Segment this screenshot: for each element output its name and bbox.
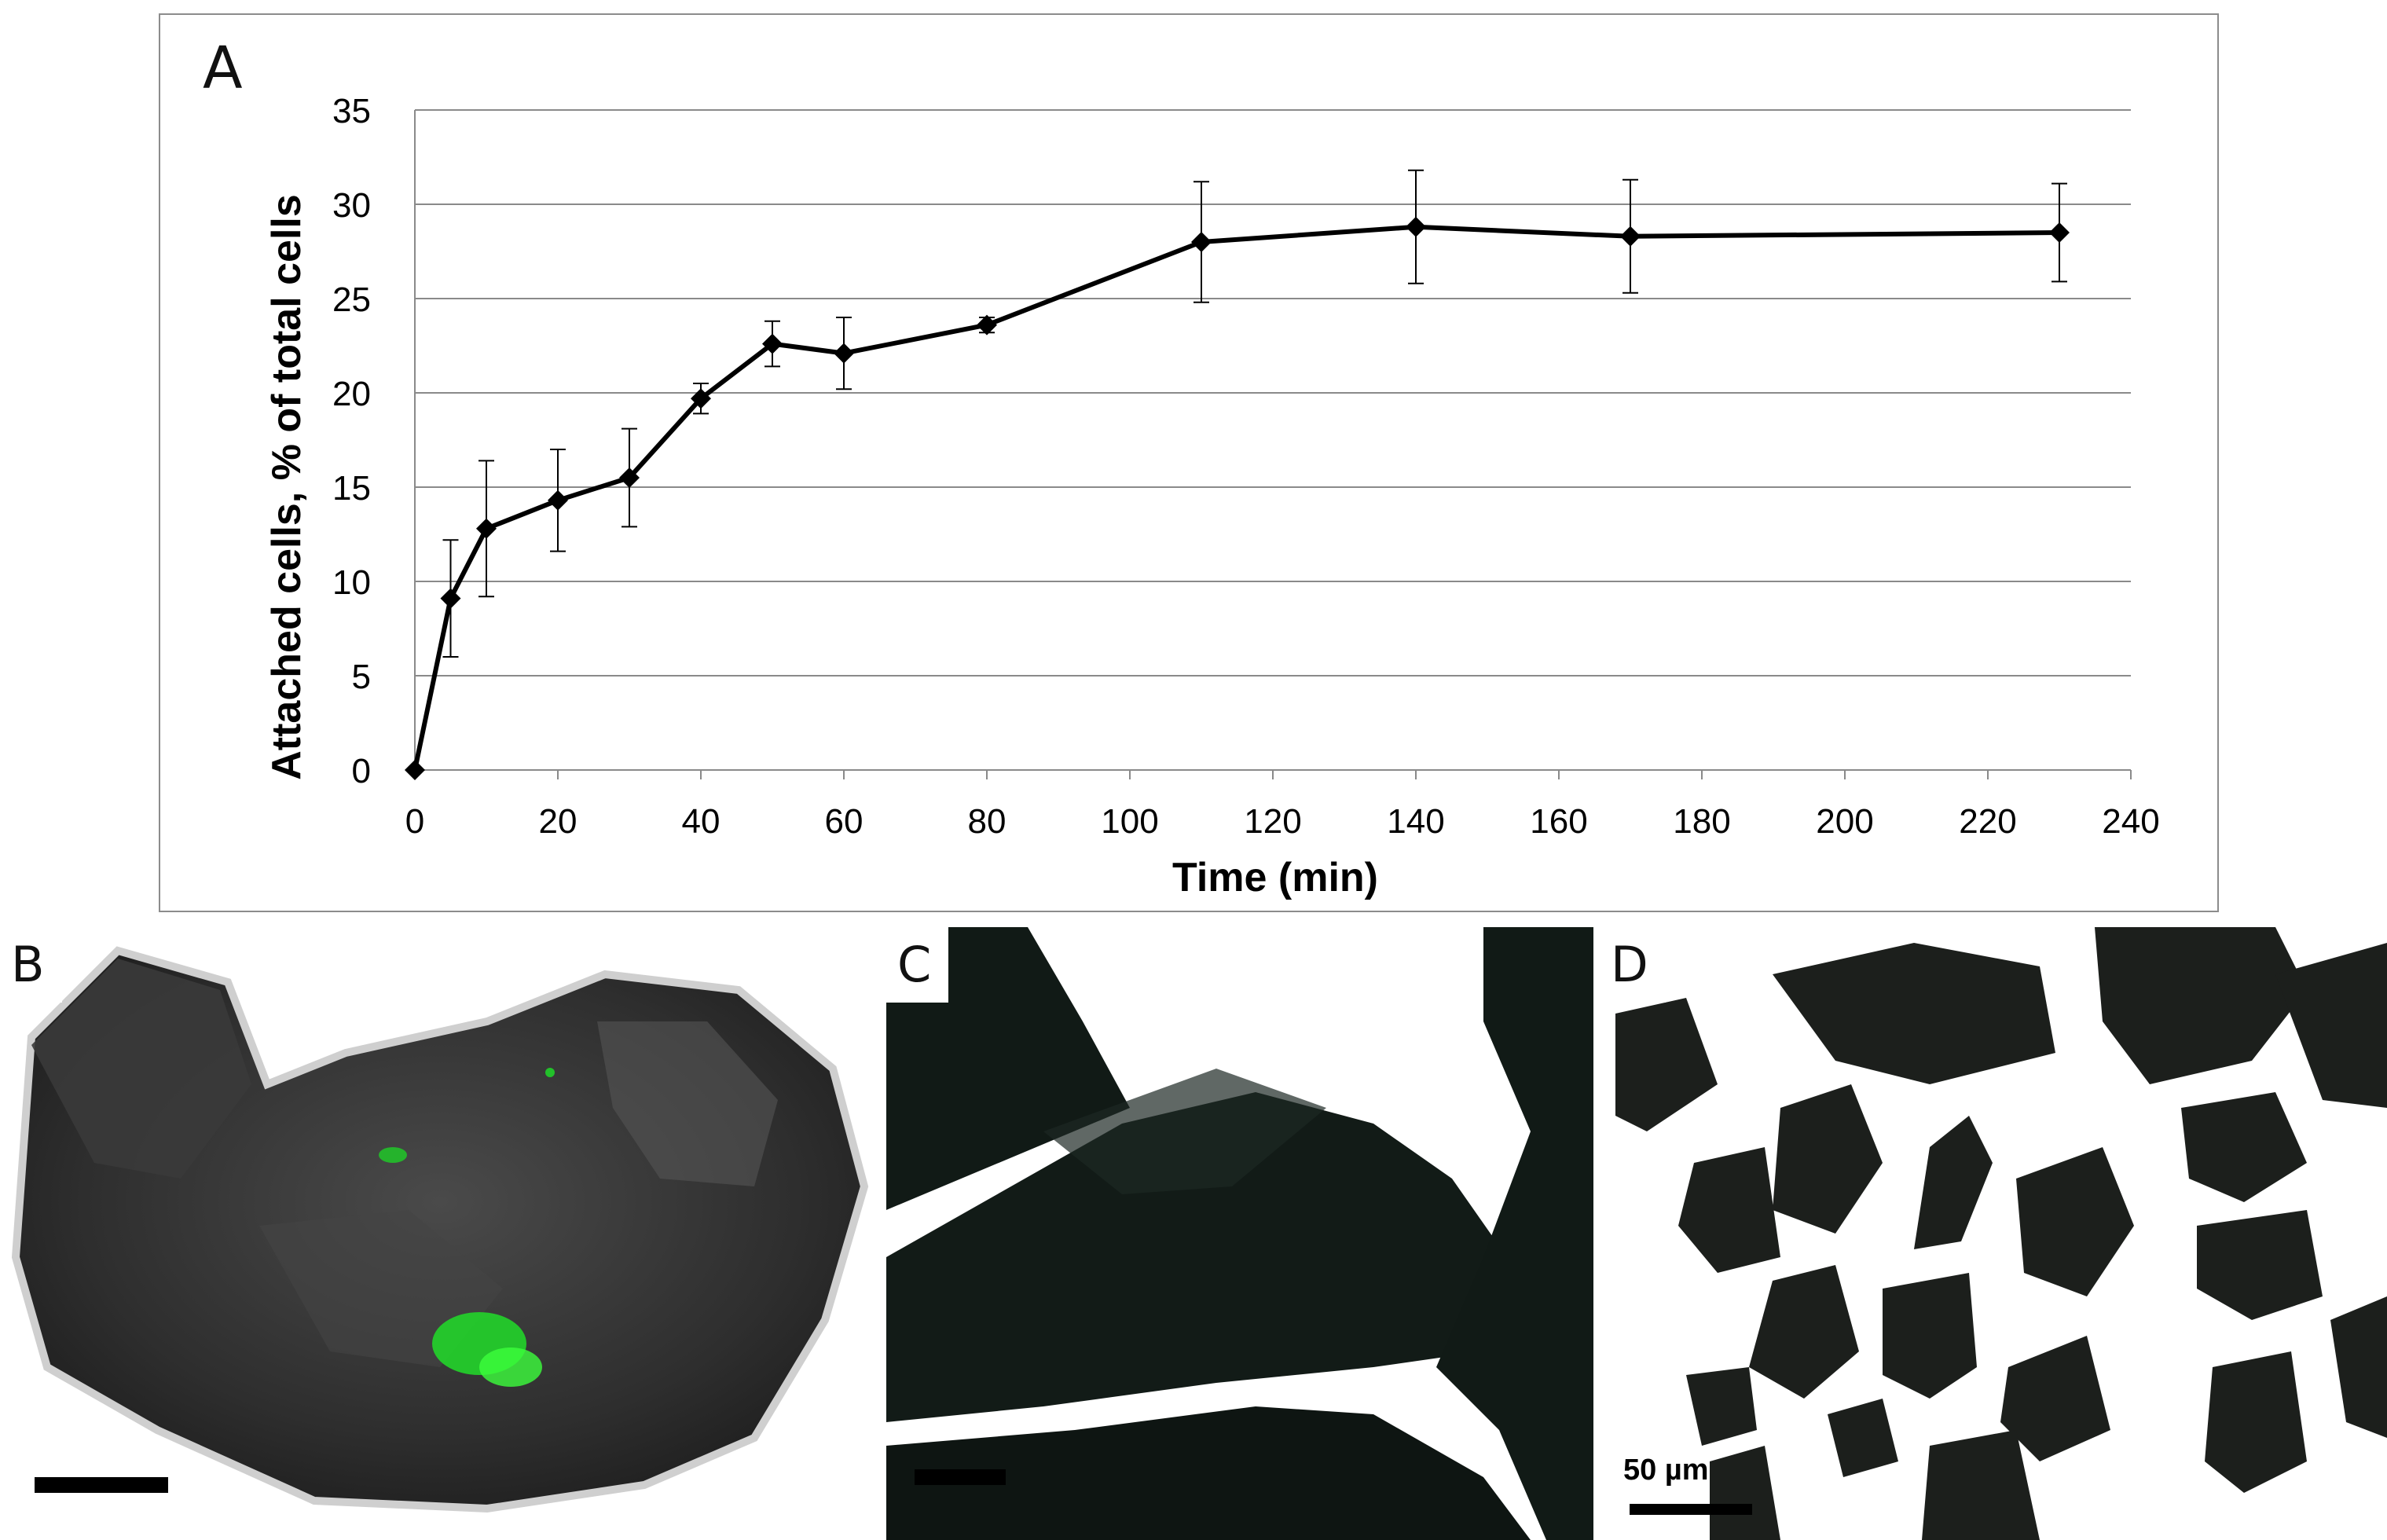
y-tick-label-0: 0 (352, 752, 371, 790)
x-axis-label: Time (min) (1172, 855, 1378, 900)
x-tick-label-240: 240 (2102, 802, 2159, 841)
data-point-3 (548, 490, 568, 511)
panel-b-scale-bar (35, 1477, 168, 1493)
x-tick-label-160: 160 (1530, 802, 1587, 841)
data-point-7 (834, 343, 854, 364)
data-point-10 (1406, 216, 1426, 237)
panel-c-label: C (886, 927, 949, 1003)
x-tick-label-60: 60 (825, 802, 864, 841)
panel-d-image: D 50 µm (1600, 927, 2387, 1540)
y-tick-label-35: 35 (332, 92, 371, 130)
y-tick-label-25: 25 (332, 280, 371, 319)
x-tick-label-140: 140 (1387, 802, 1444, 841)
panel-d-scale-bar (1630, 1504, 1752, 1515)
data-point-4 (619, 468, 640, 488)
x-tick-label-20: 20 (539, 802, 578, 841)
x-tick-label-0: 0 (405, 802, 424, 841)
panel-d-label: D (1600, 927, 1666, 1003)
x-tick-label-40: 40 (682, 802, 720, 841)
panel-c-scale-bar (915, 1469, 1006, 1485)
data-point-12 (2049, 222, 2070, 243)
y-axis-label: Attached cells, % of total cells (264, 194, 310, 780)
data-point-5 (691, 388, 711, 409)
data-point-6 (762, 333, 783, 354)
data-point-9 (1191, 232, 1212, 252)
data-point-11 (1620, 226, 1641, 247)
data-point-1 (440, 588, 461, 609)
x-tick-label-100: 100 (1101, 802, 1158, 841)
particles-micrograph (1615, 927, 2387, 1540)
y-tick-label-15: 15 (332, 469, 371, 508)
data-point-2 (476, 518, 497, 539)
y-tick-label-20: 20 (332, 375, 371, 413)
y-tick-label-10: 10 (332, 563, 371, 602)
x-tick-label-220: 220 (1959, 802, 2016, 841)
x-tick-label-120: 120 (1244, 802, 1301, 841)
data-point-0 (405, 760, 425, 780)
crystal-micrograph (11, 946, 869, 1513)
data-point-8 (977, 314, 997, 336)
y-tick-label-30: 30 (332, 186, 371, 225)
panel-b-image: B (0, 927, 880, 1540)
chart-panel-label: A (203, 35, 243, 102)
x-tick-label-180: 180 (1673, 802, 1730, 841)
chart-frame (159, 13, 2219, 912)
panel-d-scale-label: 50 µm (1623, 1454, 1709, 1487)
chart-a: A 0 5 10 15 20 25 30 35 0 20 40 60 80 100 120 140 160 180… (159, 13, 2219, 912)
x-tick-label-200: 200 (1816, 802, 1873, 841)
panel-b-label: B (0, 927, 62, 1003)
particle-micrograph (886, 927, 1593, 1540)
panel-c-image: C (886, 927, 1593, 1540)
x-tick-label-80: 80 (968, 802, 1006, 841)
y-tick-label-5: 5 (352, 658, 371, 696)
